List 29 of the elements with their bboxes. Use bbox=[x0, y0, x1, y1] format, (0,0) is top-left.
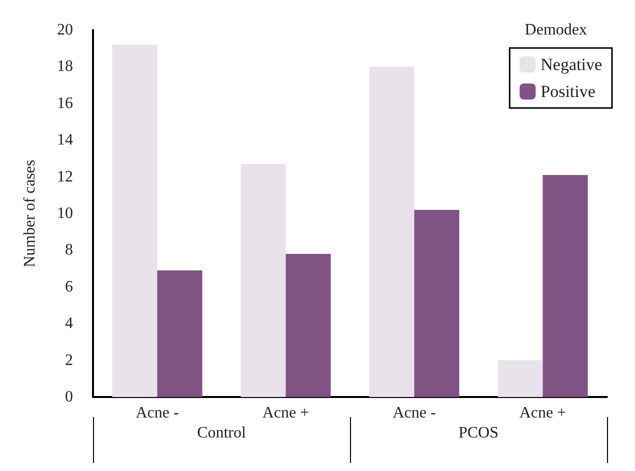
bar bbox=[542, 174, 588, 397]
y-tick-label: 12 bbox=[57, 168, 73, 186]
text: Control bbox=[197, 424, 246, 442]
bar bbox=[157, 270, 202, 397]
y-tick-label: 16 bbox=[57, 94, 73, 112]
legend-title: Demodex bbox=[524, 22, 587, 38]
x-tick-label: Acne - bbox=[392, 404, 436, 422]
y-tick-label: 2 bbox=[65, 352, 73, 369]
y-tick-label: 18 bbox=[57, 58, 73, 76]
legend-label: Negative bbox=[540, 55, 602, 74]
y-tick-label: 8 bbox=[65, 242, 73, 259]
y-tick-label: 20 bbox=[57, 22, 73, 38]
y-tick-label: 6 bbox=[65, 278, 73, 296]
y-axis-title: Number of cases bbox=[22, 160, 38, 268]
y-tick-label: 0 bbox=[65, 388, 73, 406]
text: PCOS bbox=[458, 424, 499, 442]
y-tick-label: 4 bbox=[65, 315, 73, 332]
bar bbox=[369, 66, 414, 397]
legend-label: Positive bbox=[540, 82, 596, 101]
bar bbox=[112, 44, 158, 397]
bar bbox=[414, 210, 460, 397]
x-tick-label: Acne + bbox=[519, 404, 566, 422]
bar bbox=[240, 164, 286, 397]
bar bbox=[498, 360, 543, 397]
x-tick-label: Acne + bbox=[262, 404, 310, 422]
bar bbox=[286, 254, 331, 397]
y-tick-label: 14 bbox=[57, 132, 73, 149]
y-tick-label: 10 bbox=[57, 205, 73, 222]
x-tick-label: Acne - bbox=[136, 404, 179, 422]
